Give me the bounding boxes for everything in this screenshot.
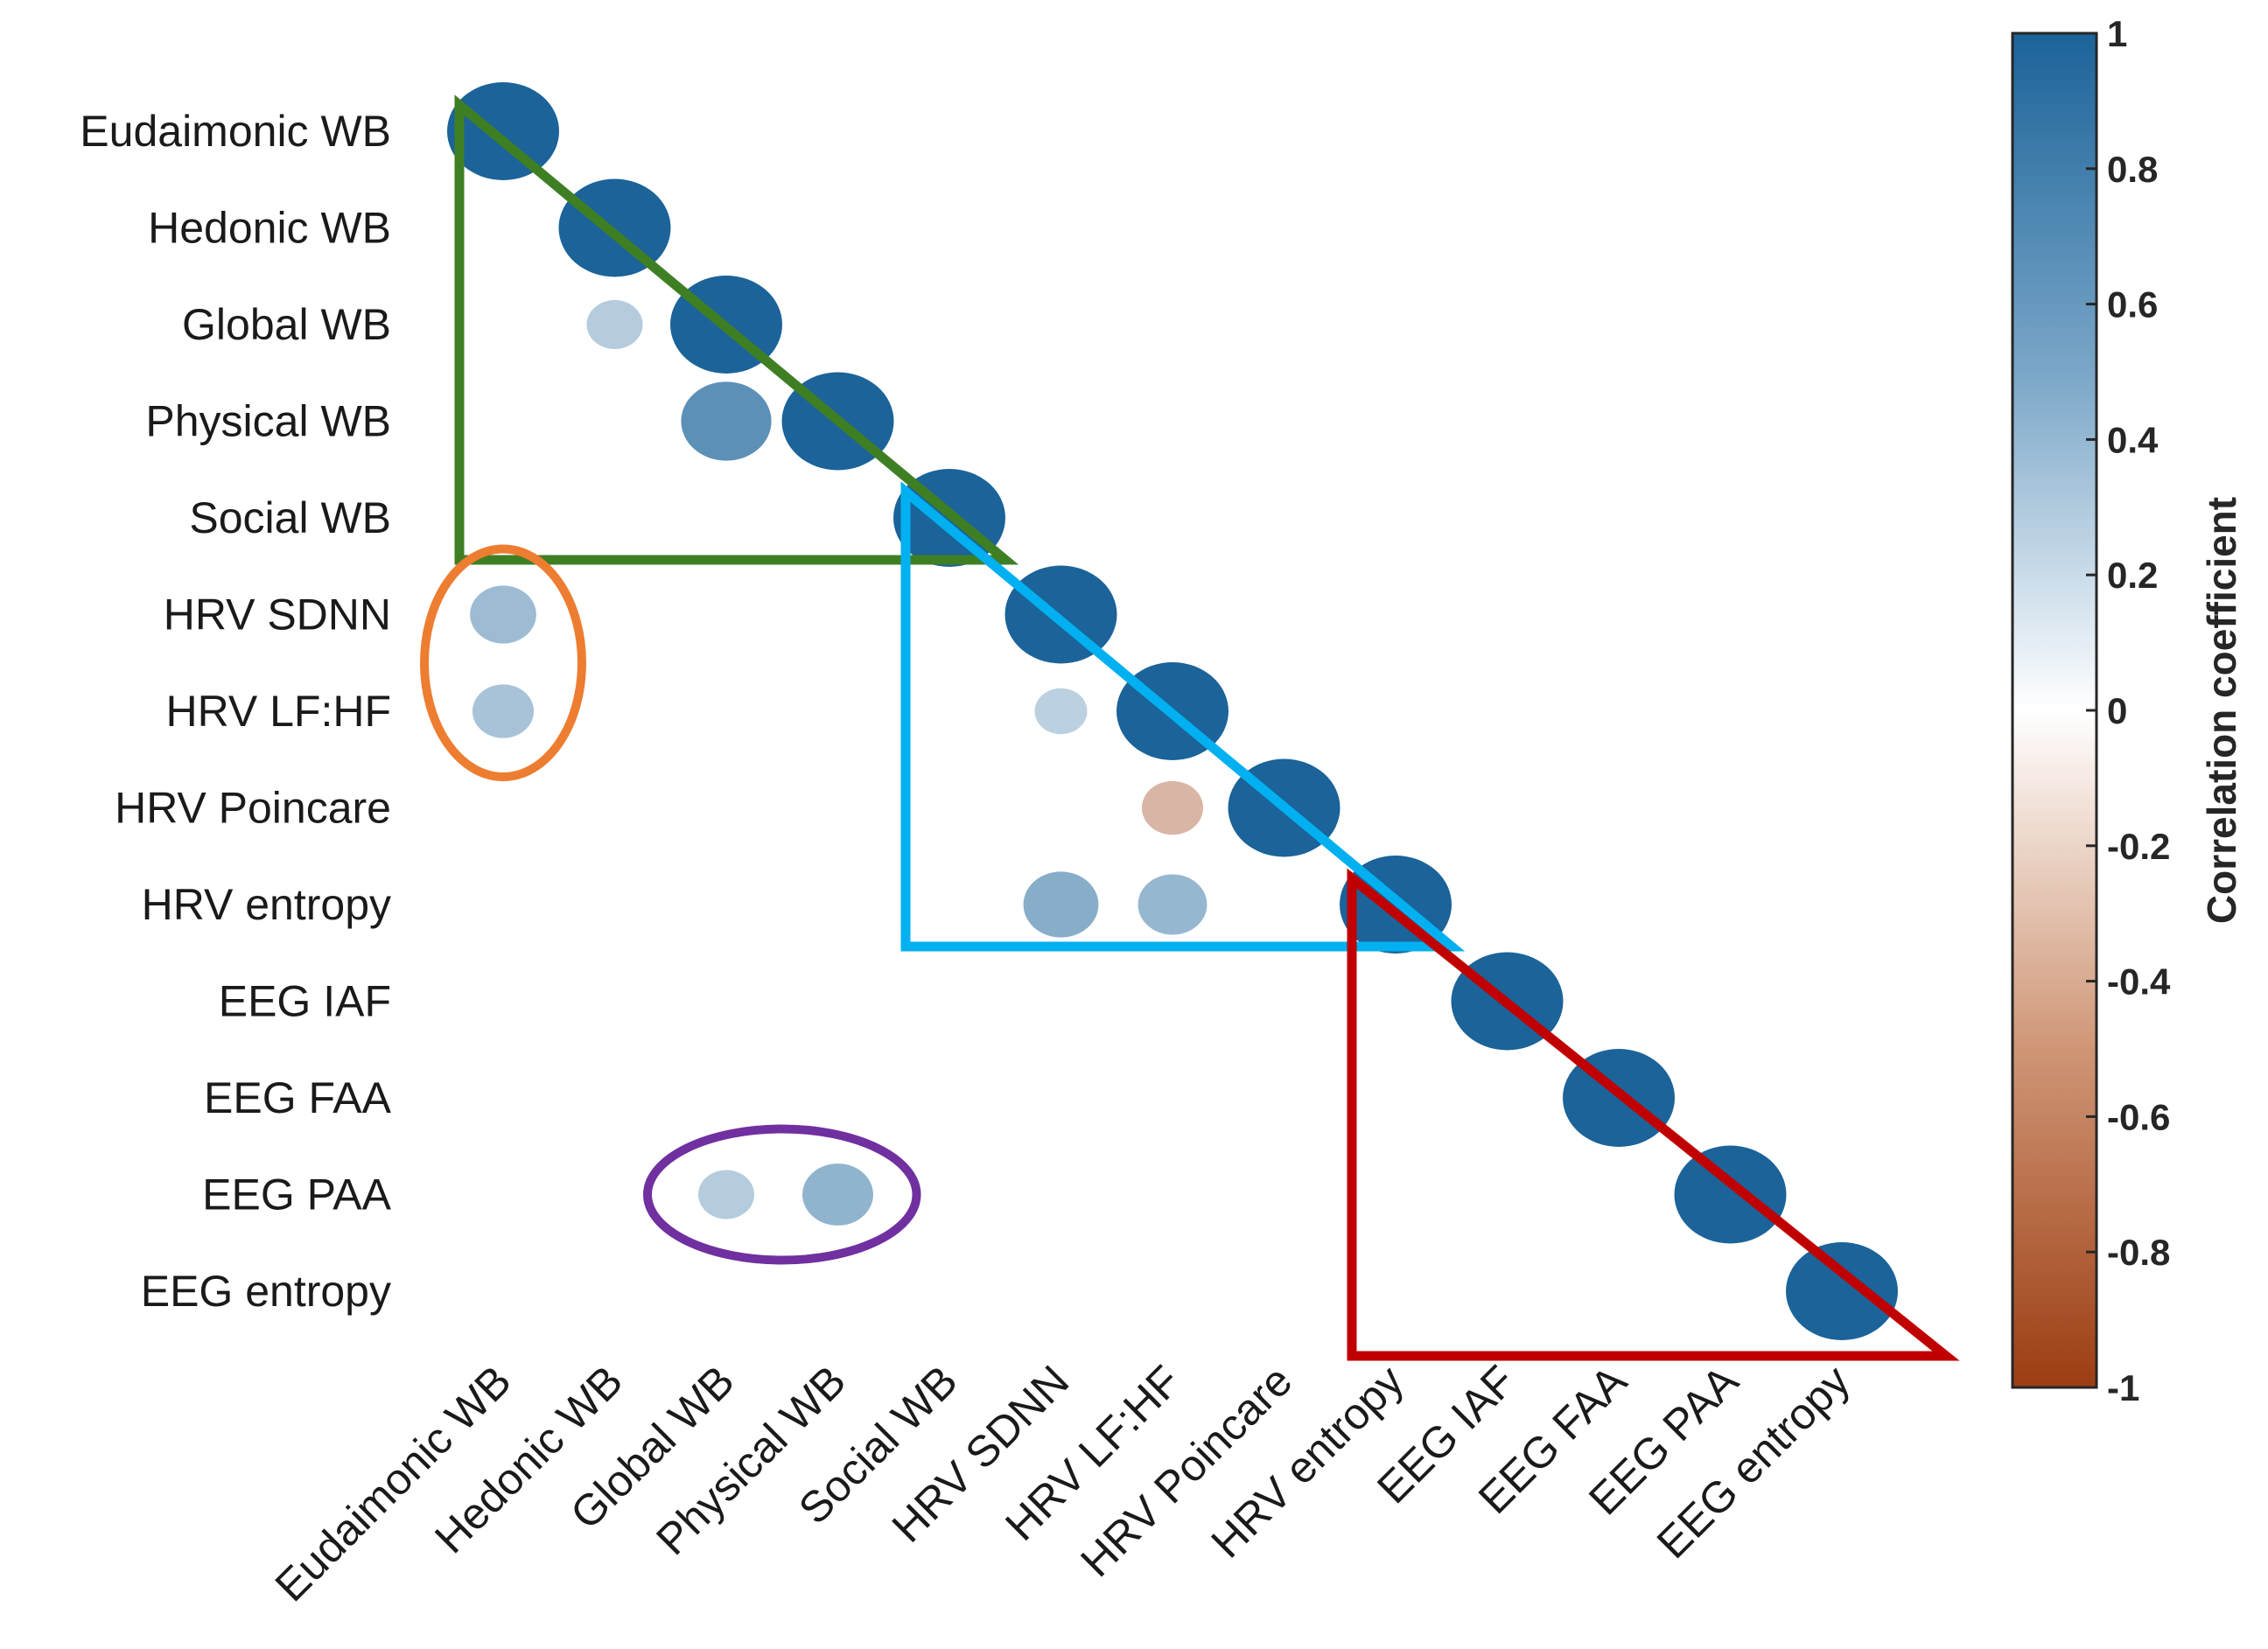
highlight-triangle-1 bbox=[454, 94, 1019, 565]
row-label-hrv-poincare: HRV Poincare bbox=[115, 784, 391, 833]
row-label-social-wb: Social WB bbox=[189, 493, 391, 542]
colorbar-tick-label: -0.8 bbox=[2107, 1232, 2170, 1273]
colorbar-tick-label: -0.4 bbox=[2107, 961, 2171, 1003]
cell-hrv-entropy-x-hrv-sdnn bbox=[1023, 871, 1099, 938]
cell-hrv-entropy-x-hrv-lf-hf bbox=[1138, 874, 1208, 935]
colorbar-title: Correlation coefficient bbox=[2199, 497, 2244, 924]
colorbar-tick-label: -1 bbox=[2107, 1367, 2139, 1408]
colorbar-gradient bbox=[2011, 31, 2098, 1389]
row-label-hrv-lf-hf: HRV LF:HF bbox=[166, 687, 391, 736]
cell-hrv-sdnn-x-eudaimonic-wb bbox=[470, 585, 536, 644]
row-label-physical-wb: Physical WB bbox=[145, 397, 391, 446]
row-labels: Eudaimonic WB Hedonic WB Global WB Physical… bbox=[80, 107, 391, 1316]
cell-global-wb-x-hedonic-wb bbox=[586, 300, 643, 349]
cell-eeg-paa-x-physical-wb bbox=[802, 1163, 873, 1226]
colorbar-tick-label: -0.6 bbox=[2107, 1096, 2170, 1137]
highlight-ellipse-5 bbox=[643, 1124, 921, 1265]
colorbar: 1 0.8 0.6 0.4 0.2 0 -0.2 -0.4 -0.6 -0.8 -1 Correla… bbox=[2011, 13, 2244, 1408]
row-label-eeg-faa: EEG FAA bbox=[204, 1073, 392, 1122]
cell-eeg-paa-x-eeg-paa bbox=[1674, 1145, 1787, 1244]
cell-eudaimonic-wb-x-eudaimonic-wb bbox=[447, 82, 559, 180]
row-label-eudaimonic-wb: Eudaimonic WB bbox=[80, 107, 391, 156]
row-label-hedonic-wb: Hedonic WB bbox=[148, 204, 391, 253]
cell-physical-wb-x-global-wb bbox=[681, 381, 772, 461]
highlight-shapes bbox=[420, 94, 1960, 1361]
cell-eeg-entropy-x-eeg-entropy bbox=[1786, 1242, 1898, 1340]
colorbar-tick-label: 1 bbox=[2107, 13, 2127, 54]
colorbar-tick-label: 0.6 bbox=[2107, 284, 2158, 325]
cell-hrv-lf-hf-x-hrv-sdnn bbox=[1034, 688, 1088, 735]
colorbar-tick-label: 0.2 bbox=[2107, 555, 2158, 596]
cell-eeg-paa-x-global-wb bbox=[698, 1170, 754, 1219]
colorbar-tick-label: 0.4 bbox=[2107, 419, 2159, 460]
col-label-eeg-entropy: EEG entropy bbox=[1648, 1356, 1859, 1568]
row-label-eeg-iaf: EEG IAF bbox=[219, 977, 391, 1026]
highlight-triangle-2 bbox=[900, 481, 1466, 952]
colorbar-ticks: 1 0.8 0.6 0.4 0.2 0 -0.2 -0.4 -0.6 -0.8 -1 bbox=[2086, 13, 2171, 1408]
row-label-global-wb: Global WB bbox=[182, 300, 391, 349]
cell-hrv-poincare-x-hrv-lf-hf bbox=[1141, 780, 1204, 835]
row-label-hrv-entropy: HRV entropy bbox=[142, 880, 391, 929]
highlight-ellipse-4 bbox=[420, 544, 586, 781]
colorbar-tick-label: 0 bbox=[2107, 690, 2127, 731]
cell-hrv-lf-hf-x-eudaimonic-wb bbox=[472, 684, 535, 738]
colorbar-tick-label: 0.8 bbox=[2107, 149, 2158, 190]
colorbar-tick-label: -0.2 bbox=[2107, 826, 2170, 867]
row-label-hrv-sdnn: HRV SDNN bbox=[164, 590, 391, 639]
col-label-hrv-entropy: HRV entropy bbox=[1201, 1356, 1412, 1567]
row-label-eeg-paa: EEG PAA bbox=[202, 1170, 391, 1219]
row-label-eeg-entropy: EEG entropy bbox=[141, 1267, 391, 1316]
highlight-triangle-3 bbox=[1347, 868, 1960, 1361]
